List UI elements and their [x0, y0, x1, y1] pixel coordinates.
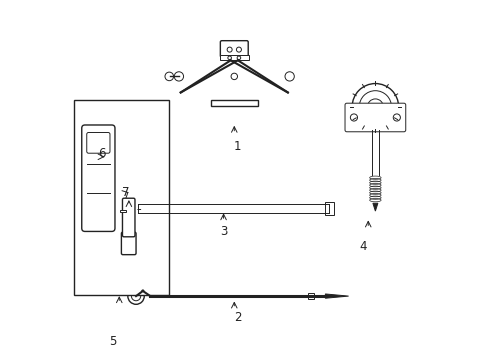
Circle shape — [393, 114, 400, 121]
Bar — [325, 202, 334, 215]
Text: 3: 3 — [220, 225, 227, 238]
Bar — [308, 293, 314, 299]
Polygon shape — [373, 203, 378, 211]
FancyBboxPatch shape — [87, 132, 110, 153]
Circle shape — [227, 47, 232, 52]
Text: 5: 5 — [109, 335, 117, 348]
Bar — [74, 100, 169, 295]
Circle shape — [359, 91, 392, 123]
Text: 7: 7 — [122, 186, 129, 199]
Text: 2: 2 — [234, 311, 242, 324]
Bar — [211, 100, 258, 106]
Circle shape — [165, 72, 173, 81]
Circle shape — [128, 288, 144, 304]
Circle shape — [231, 73, 238, 80]
FancyBboxPatch shape — [122, 198, 135, 237]
Circle shape — [285, 72, 294, 81]
Bar — [120, 210, 126, 212]
Circle shape — [228, 56, 231, 60]
Circle shape — [237, 56, 241, 60]
Text: 1: 1 — [234, 140, 242, 153]
Circle shape — [237, 47, 242, 52]
Bar — [220, 55, 248, 60]
Circle shape — [352, 84, 398, 130]
Text: 6: 6 — [98, 147, 106, 160]
Text: 4: 4 — [359, 240, 367, 253]
FancyBboxPatch shape — [220, 41, 248, 57]
FancyBboxPatch shape — [345, 103, 406, 132]
FancyBboxPatch shape — [122, 232, 136, 255]
Circle shape — [368, 99, 383, 114]
FancyBboxPatch shape — [82, 125, 115, 231]
Circle shape — [131, 292, 141, 301]
Circle shape — [174, 72, 184, 81]
Circle shape — [350, 114, 358, 121]
Polygon shape — [325, 294, 348, 298]
Bar — [134, 202, 144, 215]
